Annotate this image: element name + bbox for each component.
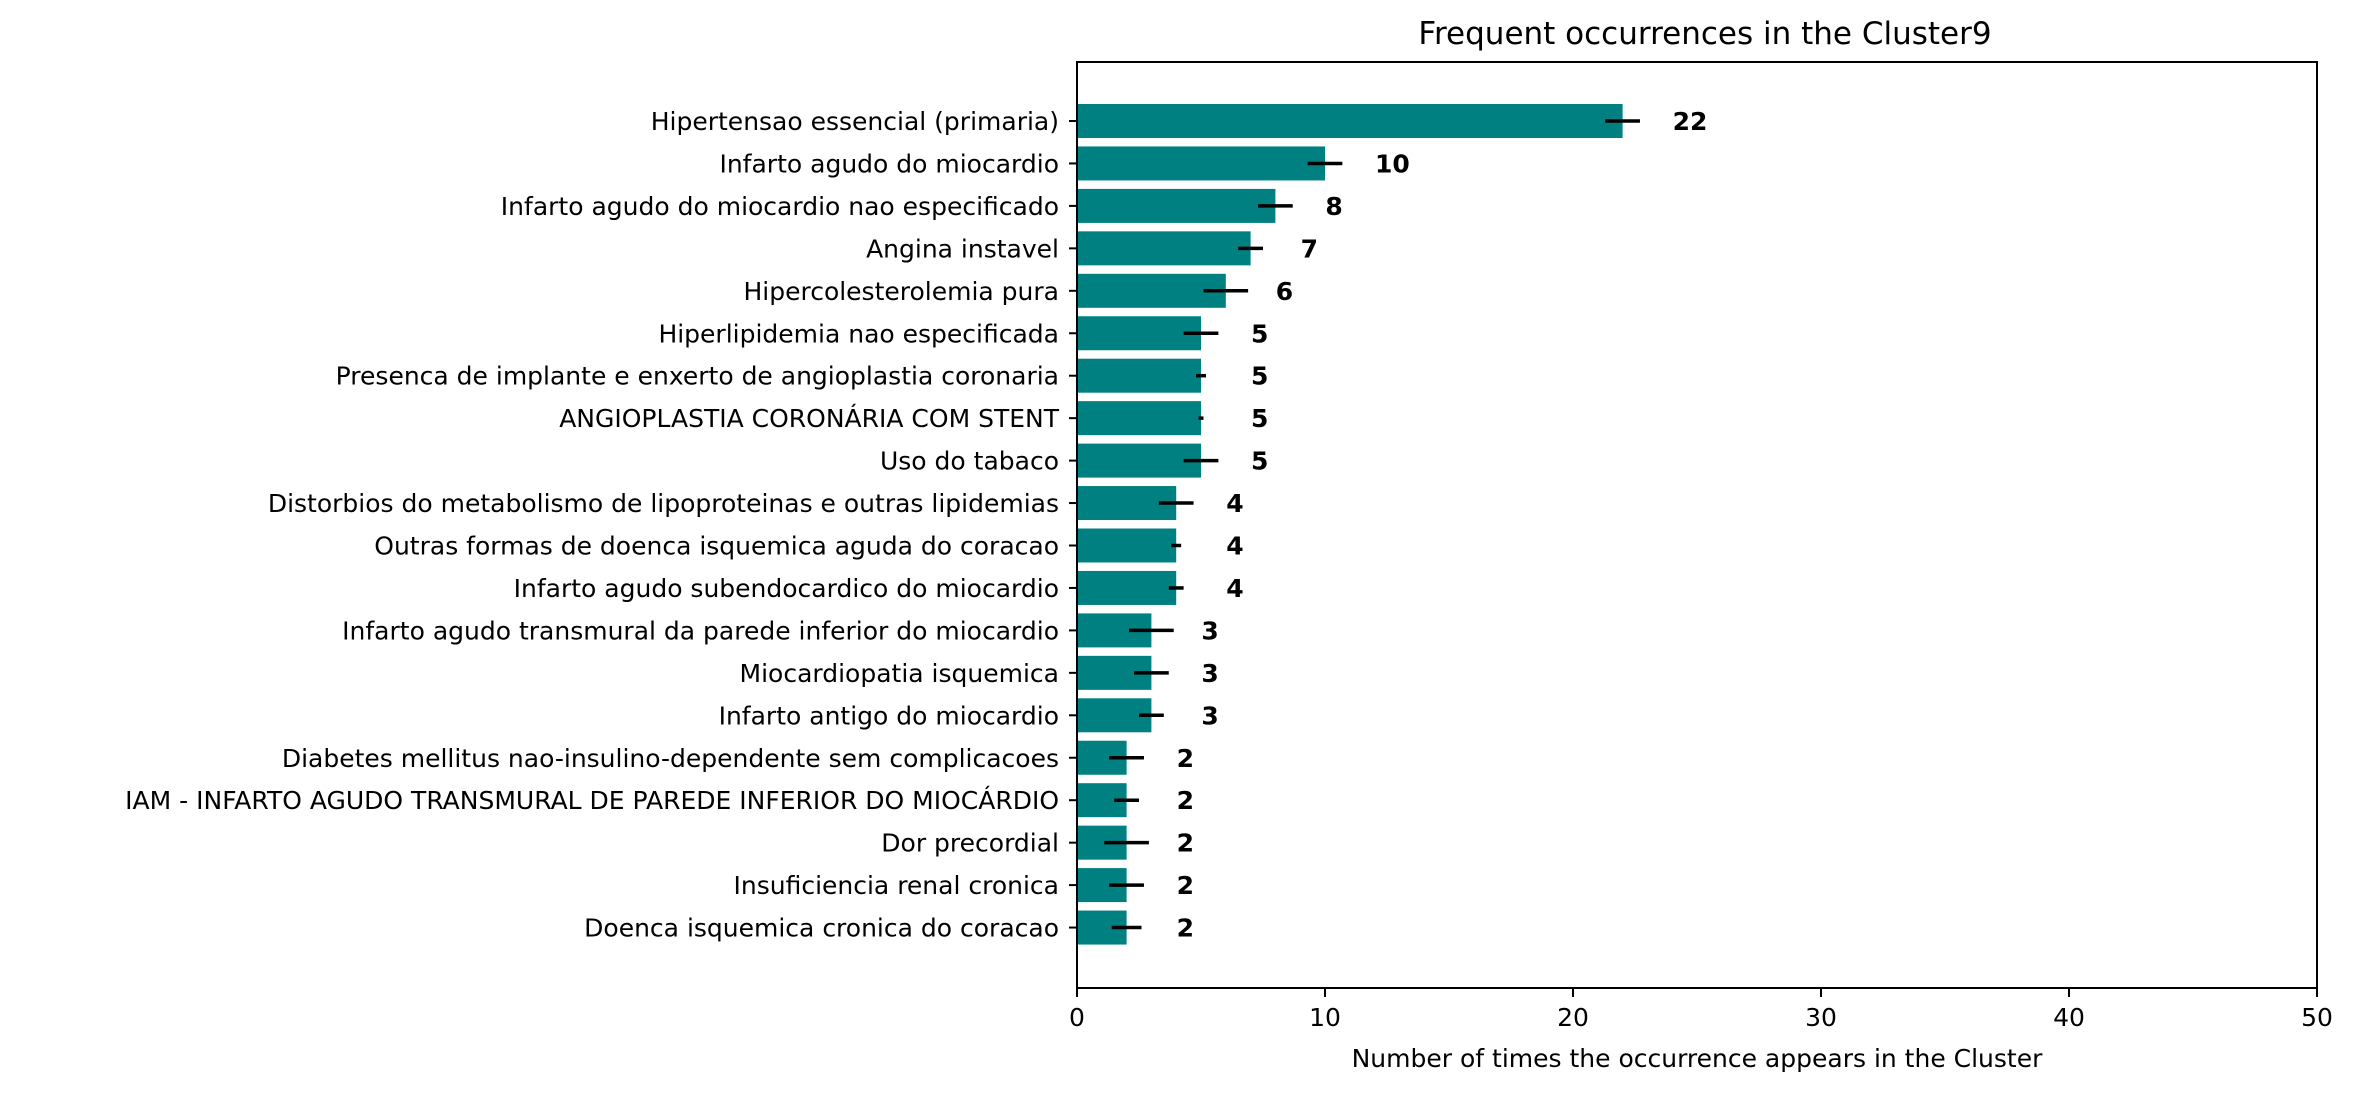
x-tick-label: 40 [2053, 1003, 2085, 1032]
plot-frame [1076, 61, 2318, 989]
value-label: 4 [1226, 489, 1243, 518]
bar [1077, 570, 1177, 605]
value-label: 3 [1201, 701, 1218, 730]
bar [1077, 146, 1325, 181]
category-label: Hipercolesterolemia pura [743, 277, 1059, 306]
value-label: 7 [1301, 234, 1318, 263]
category-label: Angina instavel [866, 234, 1059, 263]
category-labels-layer: Hipertensao essencial (primaria) Infarto … [125, 107, 1060, 943]
value-label: 22 [1673, 107, 1708, 136]
category-label: Miocardiopatia isquemica [740, 659, 1059, 688]
category-label: Insuficiencia renal cronica [733, 871, 1059, 900]
category-label: Infarto agudo do miocardio nao especific… [501, 192, 1059, 221]
x-axis-label: Number of times the occurrence appears i… [1352, 1044, 2044, 1073]
value-label: 2 [1177, 914, 1194, 943]
value-label: 4 [1226, 574, 1243, 603]
x-tick-label: 20 [1557, 1003, 1589, 1032]
bar [1077, 231, 1251, 266]
value-label: 5 [1251, 447, 1268, 476]
category-label: Hiperlipidemia nao especificada [658, 319, 1059, 348]
x-tick-label: 10 [1309, 1003, 1341, 1032]
value-label: 8 [1325, 192, 1342, 221]
bar [1077, 316, 1201, 351]
bar [1077, 104, 1623, 138]
error-bars-layer [1104, 119, 1640, 930]
value-label: 10 [1375, 149, 1410, 178]
bar [1077, 443, 1201, 478]
x-tick-label: 0 [1069, 1003, 1085, 1032]
value-label: 2 [1177, 786, 1194, 815]
category-label: Presenca de implante e enxerto de angiop… [336, 362, 1059, 391]
chart-title: Frequent occurrences in the Cluster9 [1418, 16, 1991, 52]
category-label: Distorbios do metabolismo de lipoprotein… [268, 489, 1059, 518]
category-label: Diabetes mellitus nao-insulino-dependent… [282, 744, 1059, 773]
value-label: 6 [1276, 277, 1293, 306]
bar [1077, 401, 1201, 436]
bars-layer [1077, 104, 1623, 945]
category-label: Infarto agudo do miocardio [719, 149, 1059, 178]
bar [1077, 358, 1201, 393]
category-label: ANGIOPLASTIA CORONÁRIA COM STENT [559, 404, 1060, 433]
value-label: 2 [1177, 829, 1194, 858]
category-label: Outras formas de doenca isquemica aguda … [374, 532, 1059, 561]
value-label: 2 [1177, 871, 1194, 900]
category-label: IAM - INFARTO AGUDO TRANSMURAL DE PAREDE… [125, 786, 1059, 815]
value-label: 2 [1177, 744, 1194, 773]
value-label: 4 [1226, 532, 1243, 561]
bar [1077, 273, 1226, 308]
x-tick-label: 30 [1805, 1003, 1837, 1032]
value-label: 5 [1251, 404, 1268, 433]
value-label: 3 [1201, 659, 1218, 688]
category-label: Doenca isquemica cronica do coracao [584, 914, 1059, 943]
category-label: Dor precordial [881, 829, 1059, 858]
category-label: Hipertensao essencial (primaria) [651, 107, 1059, 136]
value-label: 5 [1251, 362, 1268, 391]
value-label: 3 [1201, 616, 1218, 645]
x-tick-label: 50 [2301, 1003, 2333, 1032]
value-label: 5 [1251, 319, 1268, 348]
bar [1077, 188, 1276, 223]
category-label: Uso do tabaco [880, 447, 1059, 476]
category-label: Infarto agudo transmural da parede infer… [342, 616, 1059, 645]
x-ticks-layer: 0 10 20 30 40 50 [1069, 120, 2333, 1032]
category-label: Infarto agudo subendocardico do miocardi… [514, 574, 1059, 603]
category-label: Infarto antigo do miocardio [719, 701, 1059, 730]
bar [1077, 528, 1177, 563]
